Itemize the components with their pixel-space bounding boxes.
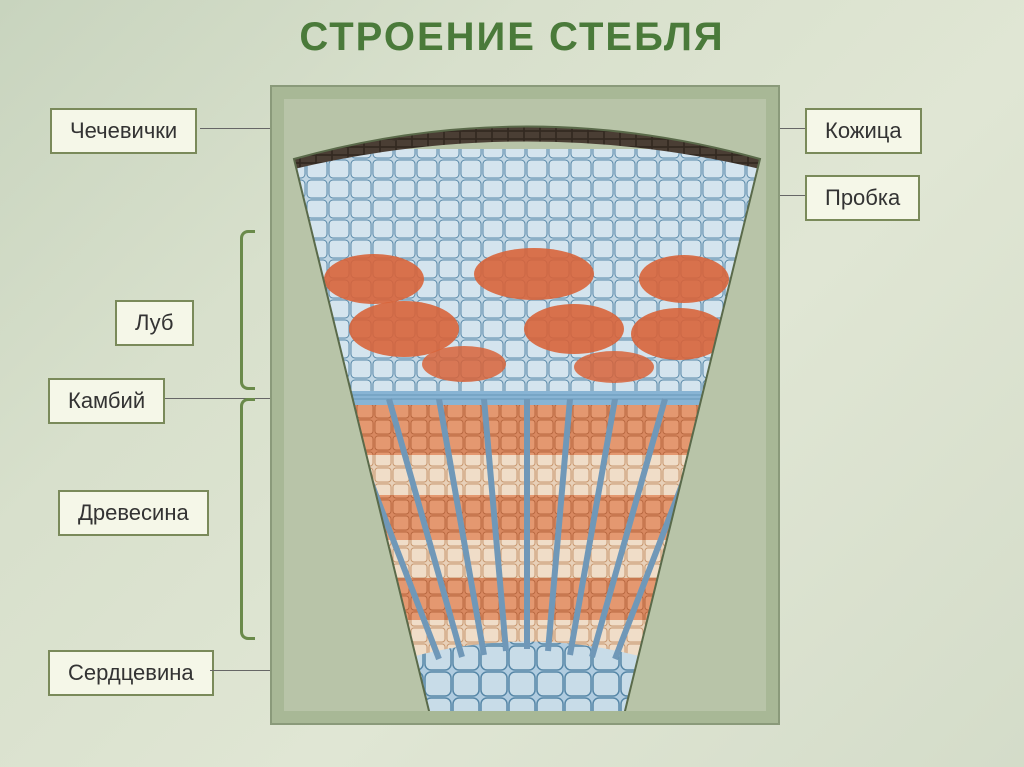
label-epidermis: Кожица — [805, 108, 922, 154]
brace-bast — [240, 230, 255, 390]
stem-svg — [284, 99, 766, 711]
label-cambium: Камбий — [48, 378, 165, 424]
label-pith: Сердцевина — [48, 650, 214, 696]
label-cork: Пробка — [805, 175, 920, 221]
label-bast: Луб — [115, 300, 194, 346]
page-title: СТРОЕНИЕ СТЕБЛЯ — [0, 0, 1024, 60]
diagram-frame — [270, 85, 780, 725]
brace-wood — [240, 398, 255, 640]
stem-cross-section — [284, 99, 766, 711]
label-wood: Древесина — [58, 490, 209, 536]
label-lenticels: Чечевички — [50, 108, 197, 154]
